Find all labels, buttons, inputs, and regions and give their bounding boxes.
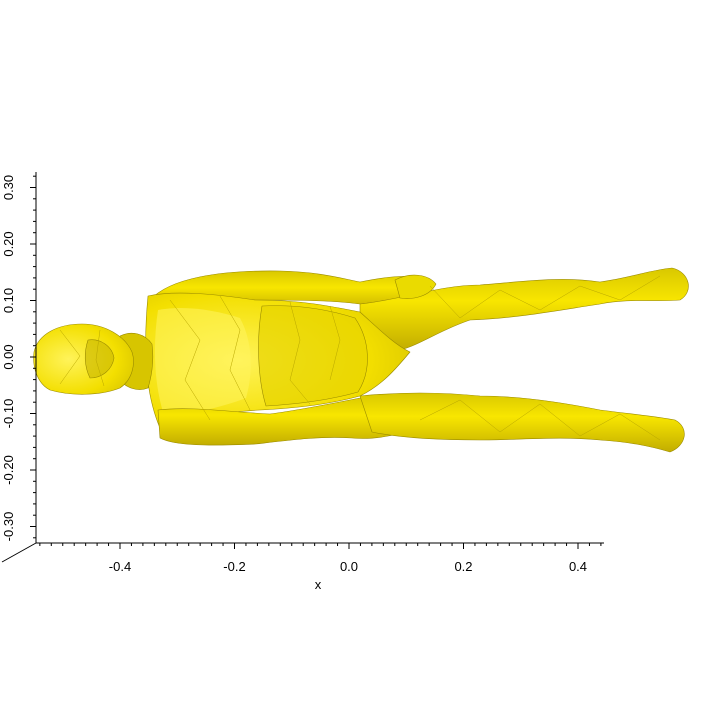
y-tick-label: 0.20 [1, 231, 16, 256]
y-tick-label: -0.30 [1, 512, 16, 542]
x-axis-title: x [315, 577, 322, 592]
mesh-leg-bottom [359, 392, 685, 453]
y-tick-label: -0.20 [1, 455, 16, 485]
x-tick-label: -0.2 [223, 559, 245, 574]
mesh-head [33, 323, 134, 395]
x-tick-label: 0.2 [454, 559, 472, 574]
mesh-leg-top [359, 267, 689, 351]
mesh-abdomen [258, 305, 368, 407]
x-tick-label: 0.4 [569, 559, 587, 574]
y-tick-label: 0.30 [1, 175, 16, 200]
z-axis-stub [1, 542, 37, 563]
axes: -0.4 -0.2 0.0 0.2 0.4 0.30 0.20 0.10 0.00 -0.10 -… [1, 172, 604, 592]
x-ticks [39, 543, 602, 549]
mesh-face [84, 339, 115, 379]
x-tick-labels: -0.4 -0.2 0.0 0.2 0.4 [109, 559, 587, 574]
y-ticks [30, 175, 36, 539]
human-mesh [33, 267, 689, 453]
mesh-chest-shading [154, 307, 251, 418]
y-tick-label: 0.00 [1, 344, 16, 369]
y-tick-label: -0.10 [1, 399, 16, 429]
y-tick-labels: 0.30 0.20 0.10 0.00 -0.10 -0.20 -0.30 [1, 175, 16, 541]
x-tick-label: 0.0 [340, 559, 358, 574]
mesh-hand-top [394, 274, 437, 299]
x-tick-label: -0.4 [109, 559, 131, 574]
y-tick-label: 0.10 [1, 288, 16, 313]
mesh-facets [59, 275, 661, 441]
